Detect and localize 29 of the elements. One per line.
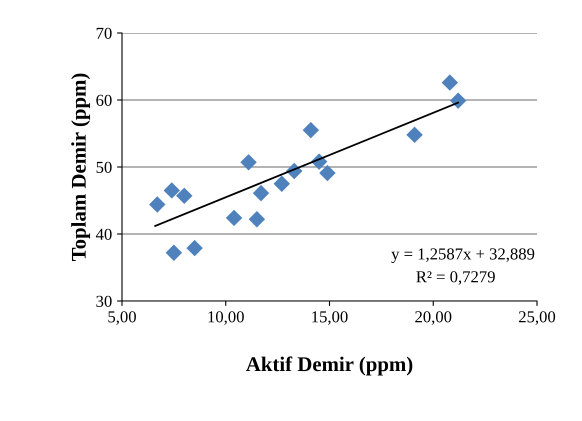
x-tick-label: 25,00 xyxy=(518,311,556,325)
annotation: y = 1,2587x + 32,889 xyxy=(391,248,534,263)
point xyxy=(149,196,166,213)
point xyxy=(442,74,458,91)
point xyxy=(252,184,270,202)
y-tick-label: 70 xyxy=(96,28,112,39)
point xyxy=(248,211,266,228)
x-tick-label: 15,00 xyxy=(312,311,348,325)
y-tick-label: 40 xyxy=(96,228,112,240)
x-tick-label: 20,00 xyxy=(415,311,452,325)
point xyxy=(302,122,320,138)
y-tick-label: 50 xyxy=(96,162,112,173)
point xyxy=(274,176,290,192)
x-tick-label: 5,00 xyxy=(108,311,136,325)
annotation: R² = 0,7279 xyxy=(416,271,495,285)
y-tick-label: 30 xyxy=(96,296,112,307)
point xyxy=(319,164,336,182)
point xyxy=(240,154,257,171)
x-axis-title: Aktif Demir (ppm) xyxy=(246,356,412,376)
point xyxy=(176,188,192,204)
point xyxy=(166,244,182,261)
point xyxy=(406,126,423,144)
x-tick-label: 10,00 xyxy=(208,311,244,325)
point xyxy=(164,182,180,199)
point xyxy=(226,210,242,226)
point xyxy=(450,92,466,109)
y-axis-title: Toplam Demir (ppm) xyxy=(71,74,90,262)
point xyxy=(186,240,203,256)
y-tick-label: 60 xyxy=(96,94,112,106)
